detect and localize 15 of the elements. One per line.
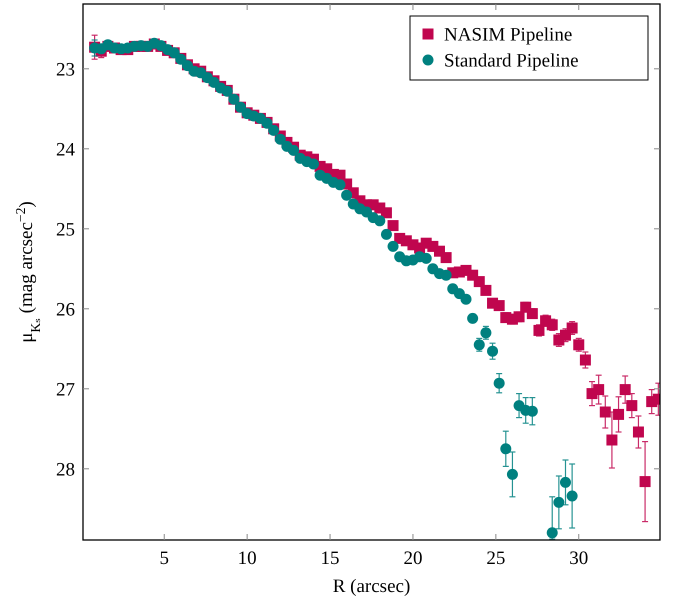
x-axis-title: R (arcsec) — [332, 576, 410, 597]
y-tick-label: 25 — [56, 219, 75, 240]
x-tick-label: 10 — [238, 548, 257, 569]
y-tick-label: 26 — [56, 299, 75, 320]
x-tick-label: 5 — [159, 548, 169, 569]
x-tick-label: 25 — [486, 548, 506, 569]
x-tick-label: 15 — [320, 548, 340, 569]
x-tick-label: 30 — [569, 548, 588, 569]
y-tick-label: 23 — [56, 59, 75, 80]
y-tick-label: 28 — [56, 459, 75, 480]
y-tick-label: 27 — [56, 379, 75, 400]
x-tick-label: 20 — [403, 548, 422, 569]
legend-label: Standard Pipeline — [444, 50, 579, 72]
y-tick-label: 24 — [56, 139, 76, 160]
legend-label: NASIM Pipeline — [444, 24, 572, 46]
